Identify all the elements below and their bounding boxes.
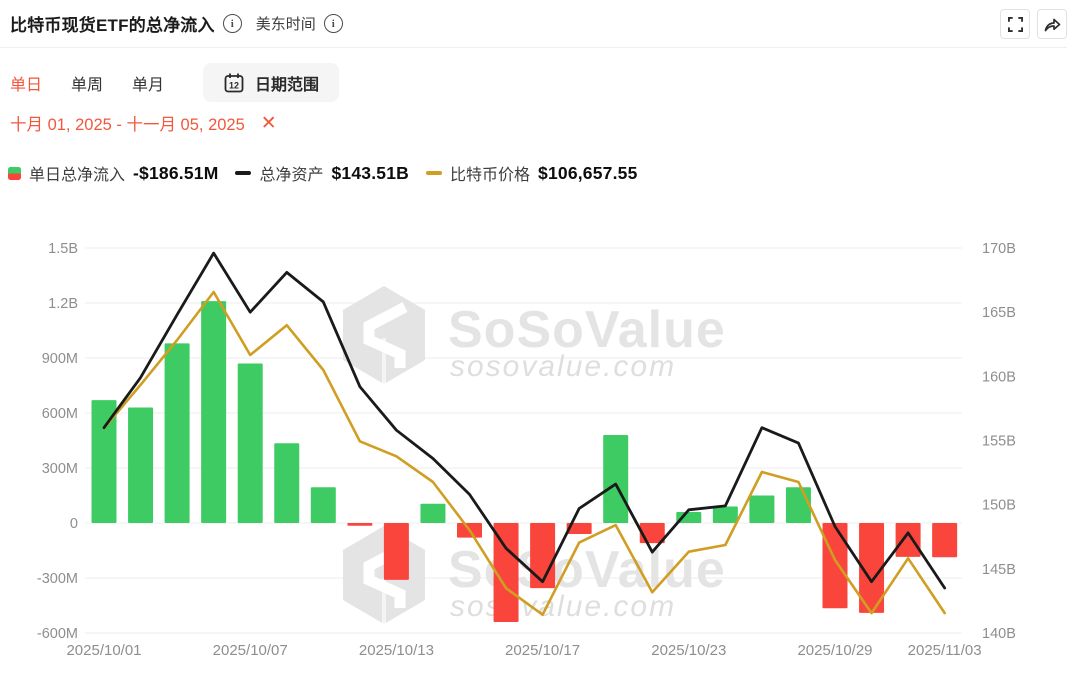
left-axis-tick: 1.5B xyxy=(48,241,78,257)
netflow-bars-series xyxy=(91,301,958,622)
bar-2025/10/28[interactable] xyxy=(785,487,811,523)
bar-2025/10/29[interactable] xyxy=(822,523,848,609)
sosovalue-logo-icon xyxy=(343,286,425,384)
bar-2025/10/20[interactable] xyxy=(566,523,592,534)
bar-2025/10/07[interactable] xyxy=(237,363,263,524)
bar-2025/10/17[interactable] xyxy=(530,523,556,589)
legend-label: 比特币价格 xyxy=(450,167,531,184)
left-axis-tick: -300M xyxy=(37,571,78,587)
watermark: SoSoValue sosovalue.com xyxy=(343,286,726,384)
tab-daily[interactable]: 单日 xyxy=(10,71,42,95)
left-axis-tick: 300M xyxy=(42,461,78,477)
bar-2025/10/30[interactable] xyxy=(859,523,885,613)
right-axis-tick: 160B xyxy=(982,369,1016,385)
btc-price-line xyxy=(102,290,946,617)
page-title: 比特币现货ETF的总净流入 xyxy=(10,16,215,35)
x-axis-tick: 2025/10/23 xyxy=(651,642,726,659)
header: 比特币现货ETF的总净流入 i 美东时间 i xyxy=(0,0,1067,48)
bar-2025/10/02[interactable] xyxy=(128,407,154,524)
selected-date-range: 十月 01, 2025 - 十一月 05, 2025 ✕ xyxy=(10,111,277,135)
legend-label: 单日总净流入 xyxy=(29,167,126,184)
bar-2025/10/16[interactable] xyxy=(493,523,519,622)
right-axis-tick: 155B xyxy=(982,434,1016,450)
legend-item-net-assets[interactable]: 总净资产 $143.51B xyxy=(235,161,409,185)
right-axis-tick: 170B xyxy=(982,241,1016,257)
legend-label: 总净资产 xyxy=(259,167,324,184)
bar-2025/10/27[interactable] xyxy=(749,495,775,524)
tab-monthly[interactable]: 单月 xyxy=(132,71,164,95)
legend-item-daily-netflow[interactable]: 单日总净流入 -$186.51M xyxy=(8,161,218,185)
bar-2025/10/06[interactable] xyxy=(201,301,227,523)
left-axis-tick: 900M xyxy=(42,351,78,367)
x-axis-tick: 2025/11/03 xyxy=(908,642,982,659)
legend-value: $106,657.55 xyxy=(538,162,638,183)
x-axis-tick: 2025/10/07 xyxy=(213,642,288,659)
axis-labels: 1.5B 1.2B 900M 600M 300M 0 -300M -600M 170B 165B 1… xyxy=(37,241,1016,659)
right-axis-tick: 140B xyxy=(982,626,1016,642)
left-axis-tick: -600M xyxy=(37,626,78,642)
bar-2025/10/08[interactable] xyxy=(274,443,300,523)
timezone-label: 美东时间 xyxy=(255,16,316,33)
legend-item-btc-price[interactable]: 比特币价格 $106,657.55 xyxy=(426,161,638,185)
bar-2025/10/03[interactable] xyxy=(164,343,190,523)
x-axis-tick: 2025/10/29 xyxy=(797,642,872,659)
bar-2025/10/24[interactable] xyxy=(712,506,738,524)
bar-2025/10/23[interactable] xyxy=(676,512,702,523)
bar-2025/10/10[interactable] xyxy=(347,523,373,526)
left-axis-tick: 600M xyxy=(42,406,78,422)
btc-price-marker-icon xyxy=(426,170,442,176)
fullscreen-icon xyxy=(1007,16,1023,32)
tab-weekly[interactable]: 单周 xyxy=(71,71,103,95)
fullscreen-button[interactable] xyxy=(1000,9,1030,39)
watermark-domain: sosovalue.com xyxy=(450,590,676,623)
bar-2025/10/14[interactable] xyxy=(420,503,446,523)
watermark-brand: SoSoValue xyxy=(448,301,726,359)
bar-2025/10/31[interactable] xyxy=(895,523,921,557)
chart-area: SoSoValue sosovalue.com SoSoValue sosova… xyxy=(0,200,1067,670)
legend-value: $143.51B xyxy=(331,162,409,183)
date-range-button-label: 日期范围 xyxy=(255,76,320,94)
share-icon xyxy=(1044,18,1060,31)
bar-2025/10/13[interactable] xyxy=(383,523,409,580)
bar-2025/10/09[interactable] xyxy=(310,487,336,523)
netflow-marker-icon xyxy=(8,166,21,180)
right-axis-tick: 145B xyxy=(982,562,1016,578)
period-toolbar: 单日 单周 单月 12 日期范围 xyxy=(10,62,340,103)
x-axis-tick: 2025/10/01 xyxy=(66,642,141,659)
x-axis-tick: 2025/10/13 xyxy=(359,642,434,659)
net-assets-marker-icon xyxy=(235,170,252,176)
net-assets-line xyxy=(102,251,947,590)
share-button[interactable] xyxy=(1037,9,1067,39)
x-axis-tick: 2025/10/17 xyxy=(505,642,580,659)
watermark-domain: sosovalue.com xyxy=(450,350,676,383)
info-icon[interactable]: i xyxy=(222,14,242,33)
bar-2025/10/21[interactable] xyxy=(603,435,629,523)
date-range-button[interactable]: 12 日期范围 xyxy=(203,63,340,102)
bar-2025/11/03[interactable] xyxy=(932,523,958,558)
left-axis-tick: 1.2B xyxy=(48,296,78,312)
timezone-info-icon[interactable]: i xyxy=(323,14,343,33)
left-axis-tick: 0 xyxy=(70,516,78,532)
clear-date-range-button[interactable]: ✕ xyxy=(260,112,277,134)
date-range-text: 十月 01, 2025 - 十一月 05, 2025 xyxy=(10,116,245,134)
chart-legend: 单日总净流入 -$186.51M 总净资产 $143.51B 比特币价格 $10… xyxy=(8,161,638,185)
legend-value: -$186.51M xyxy=(133,162,219,183)
etf-netflow-chart: SoSoValue sosovalue.com SoSoValue sosova… xyxy=(37,241,1016,659)
right-axis-tick: 150B xyxy=(982,498,1016,514)
calendar-day-number: 12 xyxy=(229,80,239,90)
right-axis-tick: 165B xyxy=(982,305,1016,321)
bar-2025/10/01[interactable] xyxy=(91,400,117,523)
calendar-icon: 12 xyxy=(224,73,244,92)
line-series xyxy=(102,251,947,617)
chart-gridlines xyxy=(85,247,962,634)
header-actions xyxy=(1000,9,1067,39)
